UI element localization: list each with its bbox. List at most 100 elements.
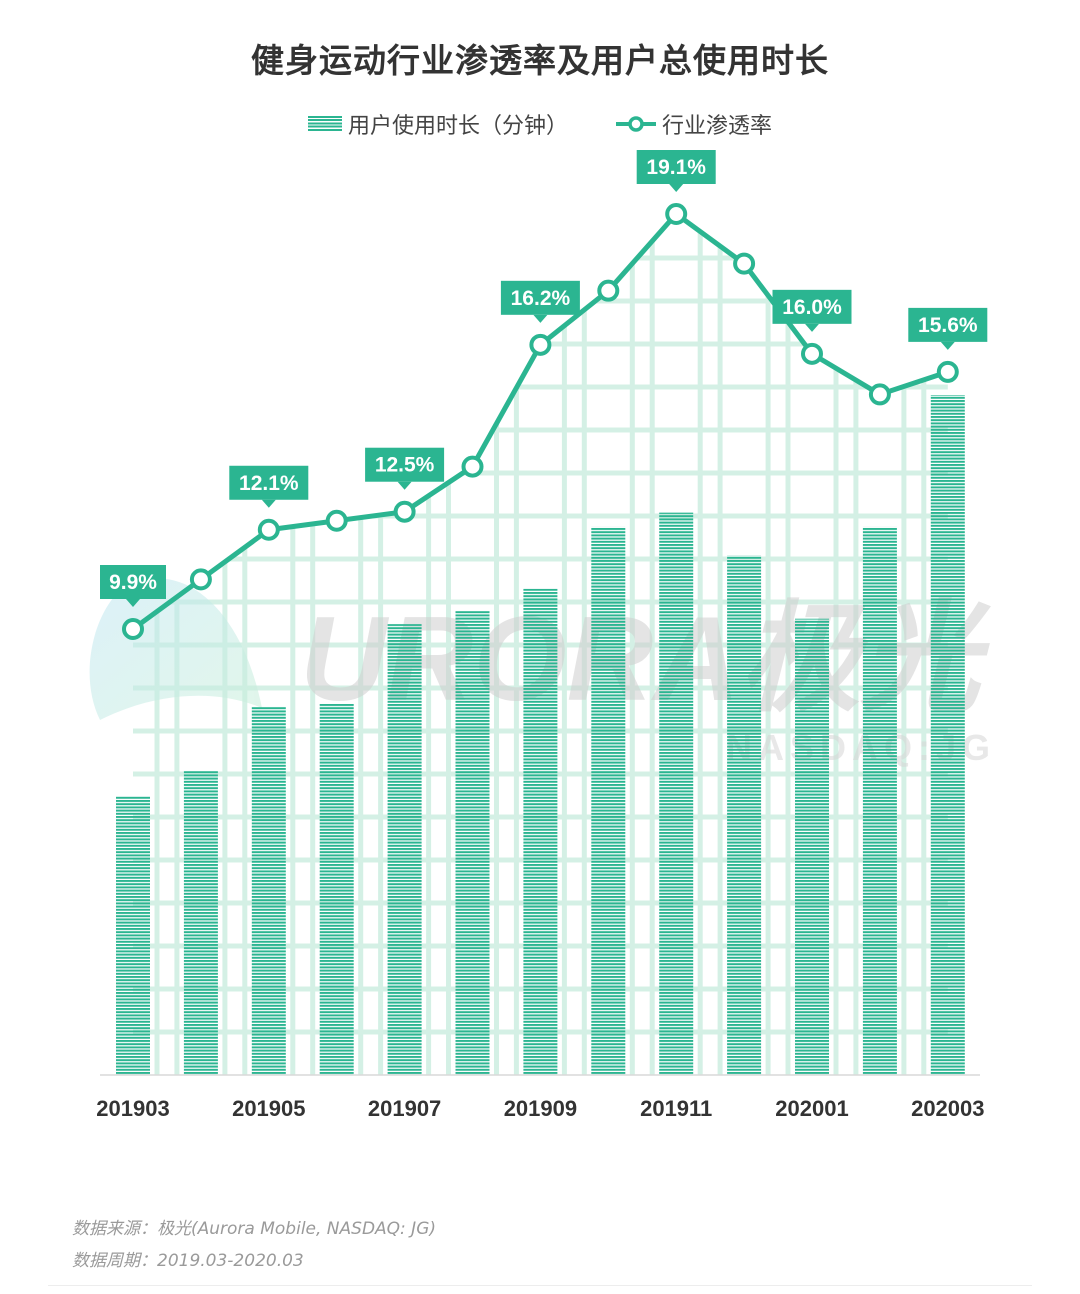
bar-201910 bbox=[591, 526, 626, 1075]
point-202002 bbox=[868, 383, 891, 406]
legend-line-swatch bbox=[616, 116, 656, 132]
data-label-202001: 16.0% bbox=[772, 289, 852, 332]
bar-201903 bbox=[116, 796, 150, 1075]
data-label-201909: 16.2% bbox=[500, 280, 580, 323]
data-label-box bbox=[100, 565, 166, 599]
footer-source: 数据来源：极光(Aurora Mobile, NASDAQ: JG) bbox=[72, 1219, 436, 1239]
data-label-201905: 12.1% bbox=[229, 465, 309, 508]
data-label-value: 19.1% bbox=[646, 156, 706, 179]
x-tick-202001: 202001 bbox=[775, 1096, 848, 1121]
data-label-box bbox=[772, 289, 852, 324]
data-label-202003: 15.6% bbox=[908, 307, 988, 350]
point-201907 bbox=[393, 500, 416, 523]
point-201912 bbox=[733, 252, 756, 275]
data-label-box bbox=[636, 150, 716, 184]
footer-period: 数据周期：2019.03-2020.03 bbox=[72, 1251, 304, 1271]
point-202003 bbox=[936, 360, 959, 383]
grid-line-h bbox=[133, 513, 948, 519]
grid-line-v bbox=[446, 214, 451, 1075]
grid-line-v bbox=[581, 214, 587, 1075]
data-label-pointer bbox=[397, 481, 412, 490]
grid-line-v bbox=[426, 214, 432, 1075]
grid-line-v bbox=[222, 214, 228, 1075]
data-label-value: 16.2% bbox=[511, 287, 571, 310]
grid-line-v bbox=[765, 214, 771, 1075]
data-label-value: 16.0% bbox=[782, 296, 842, 319]
grid-line-h bbox=[133, 470, 948, 476]
data-label-value: 12.5% bbox=[375, 454, 435, 477]
point-201903 bbox=[122, 618, 144, 640]
grid-line-h bbox=[133, 214, 948, 218]
grid-line-v bbox=[649, 214, 655, 1075]
point-201906 bbox=[325, 509, 348, 532]
grid-line-v bbox=[513, 214, 519, 1075]
bar-201904 bbox=[183, 771, 218, 1075]
x-tick-201911: 201911 bbox=[640, 1096, 712, 1121]
point-201904 bbox=[189, 568, 212, 591]
data-label-201911: 19.1% bbox=[636, 150, 716, 192]
data-label-value: 15.6% bbox=[918, 314, 978, 337]
data-label-box bbox=[908, 307, 988, 342]
legend-bar-swatch bbox=[307, 116, 342, 132]
x-tick-201903: 201903 bbox=[96, 1096, 169, 1121]
bar-202003 bbox=[930, 395, 965, 1075]
grid-line-v bbox=[358, 214, 364, 1075]
chart-title: 健身运动行业渗透率及用户总使用时长 bbox=[251, 41, 829, 80]
data-label-value: 9.9% bbox=[109, 571, 157, 594]
grid-line-h bbox=[133, 384, 948, 390]
grid-line-v bbox=[853, 214, 859, 1075]
x-tick-201905: 201905 bbox=[232, 1096, 305, 1121]
bar-201912 bbox=[727, 555, 762, 1075]
penetration-line bbox=[122, 203, 959, 640]
data-label-box bbox=[500, 280, 580, 315]
data-label-pointer bbox=[533, 314, 548, 323]
grid-line-v bbox=[921, 214, 927, 1075]
bars bbox=[116, 395, 965, 1075]
data-label-201907: 12.5% bbox=[365, 447, 445, 490]
grid-line-v bbox=[290, 214, 296, 1075]
data-label-box bbox=[365, 447, 445, 482]
legend-item-line: 行业渗透率 bbox=[616, 108, 772, 140]
grid-line-v bbox=[785, 214, 791, 1075]
bar-202002 bbox=[862, 526, 897, 1075]
data-label-pointer bbox=[669, 184, 684, 192]
bar-201905 bbox=[251, 706, 286, 1075]
data-label-201903: 9.9% bbox=[100, 565, 166, 607]
grid-line-h bbox=[133, 255, 948, 261]
data-label-pointer bbox=[940, 341, 955, 350]
bar-201906 bbox=[319, 703, 354, 1075]
grid-line-v bbox=[561, 214, 567, 1075]
point-201909 bbox=[529, 333, 552, 356]
grid-line-v bbox=[494, 214, 499, 1075]
bar-201911 bbox=[659, 512, 694, 1075]
point-201911 bbox=[665, 203, 688, 225]
grid-line-v bbox=[717, 214, 723, 1075]
bar-202001 bbox=[795, 618, 829, 1075]
data-label-pointer bbox=[805, 323, 819, 332]
grid-line-v bbox=[833, 214, 839, 1075]
point-201905 bbox=[257, 518, 280, 541]
grid-line-h bbox=[100, 170, 980, 175]
bar-201909 bbox=[523, 588, 558, 1075]
grid-line-h bbox=[133, 427, 948, 433]
x-tick-202003: 202003 bbox=[911, 1096, 984, 1121]
grid-line-v bbox=[697, 214, 703, 1075]
point-201910 bbox=[597, 279, 620, 302]
grid-line-v bbox=[629, 214, 635, 1075]
data-label-pointer bbox=[261, 499, 276, 508]
grid-line-v bbox=[378, 214, 384, 1075]
footer-divider bbox=[48, 1285, 1032, 1286]
data-label-value: 12.1% bbox=[239, 472, 299, 495]
data-label-box bbox=[229, 465, 309, 500]
legend: 用户使用时长（分钟） 行业渗透率 bbox=[0, 108, 1080, 140]
x-tick-201909: 201909 bbox=[504, 1096, 577, 1121]
legend-bar-label: 用户使用时长（分钟） bbox=[347, 114, 568, 139]
grid-line-v bbox=[242, 214, 248, 1075]
legend-item-bar: 用户使用时长（分钟） bbox=[307, 108, 568, 140]
bar-201908 bbox=[455, 610, 490, 1075]
grid-line-v bbox=[901, 214, 907, 1075]
aurora-logo-icon bbox=[89, 578, 262, 720]
data-label-pointer bbox=[126, 599, 140, 607]
bar-201907 bbox=[387, 624, 422, 1075]
